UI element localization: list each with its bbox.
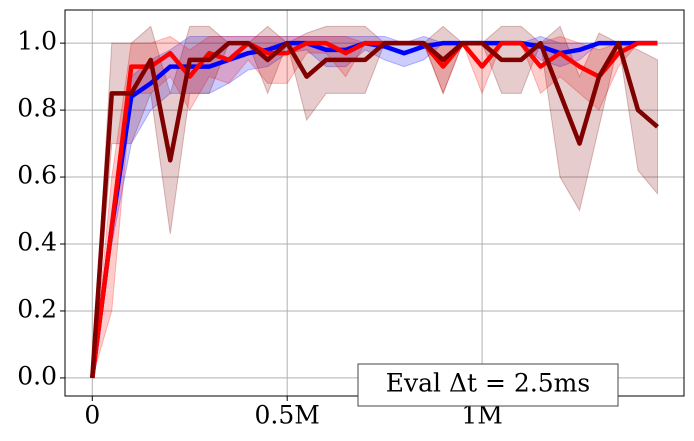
y-tick-label: 1.0 <box>17 27 57 56</box>
ticks: 0.00.20.40.60.81.00 0.5M 1M <box>17 27 503 430</box>
y-tick-label: 0.0 <box>17 361 57 390</box>
lines <box>90 40 659 379</box>
y-tick-label: 0.8 <box>17 94 57 123</box>
y-tick-label: 0.4 <box>17 228 57 257</box>
x-tick-label: 0.5M <box>255 401 320 430</box>
bands <box>91 25 658 379</box>
band <box>91 25 658 378</box>
y-tick-label: 0.2 <box>17 294 57 323</box>
y-tick-label: 0.6 <box>17 161 57 190</box>
annotation: Eval Δt = 2.5ms <box>386 369 590 398</box>
band <box>91 35 658 378</box>
series-line <box>90 40 659 379</box>
x-tick-label: 0 <box>84 401 100 430</box>
annotation-box <box>357 363 619 407</box>
